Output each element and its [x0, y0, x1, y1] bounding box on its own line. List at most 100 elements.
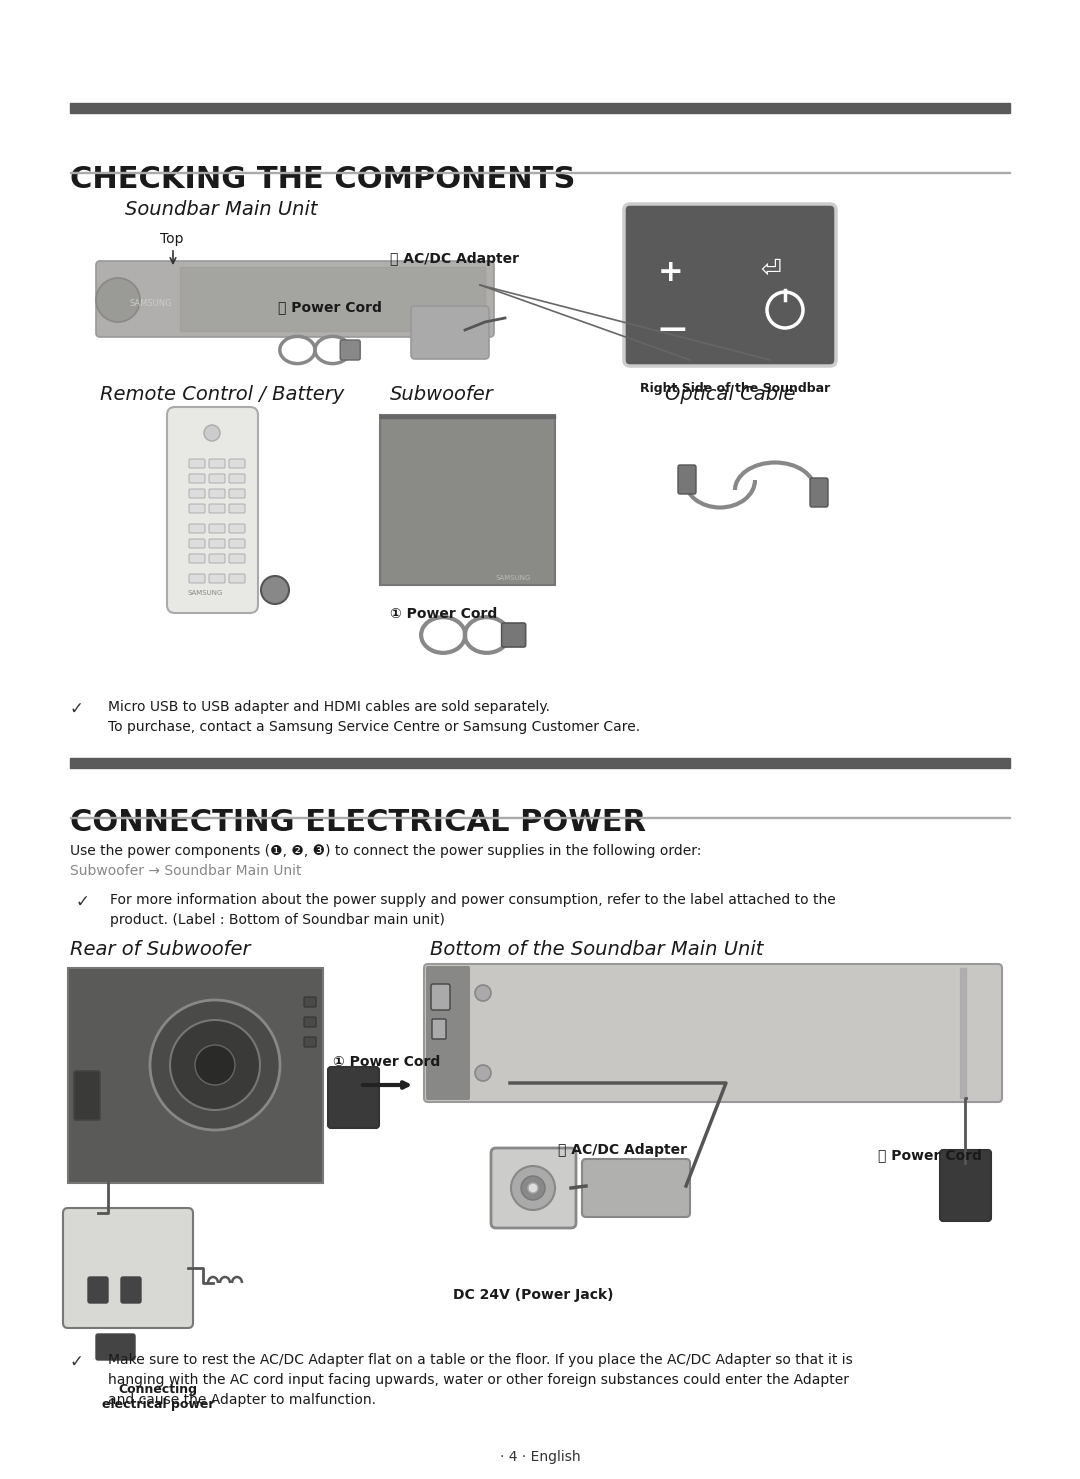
FancyBboxPatch shape	[229, 538, 245, 549]
FancyBboxPatch shape	[229, 574, 245, 583]
FancyBboxPatch shape	[491, 1148, 576, 1228]
Bar	[180, 268, 485, 331]
FancyBboxPatch shape	[229, 555, 245, 563]
Text: ⑱ AC/DC Adapter: ⑱ AC/DC Adapter	[390, 251, 519, 266]
Circle shape	[150, 1000, 280, 1130]
FancyBboxPatch shape	[63, 1208, 193, 1328]
FancyBboxPatch shape	[210, 504, 225, 513]
Text: ⑱ AC/DC Adapter: ⑱ AC/DC Adapter	[558, 1143, 687, 1157]
FancyBboxPatch shape	[210, 555, 225, 563]
Text: Subwoofer: Subwoofer	[390, 385, 494, 404]
Circle shape	[96, 278, 140, 322]
FancyBboxPatch shape	[303, 1037, 316, 1047]
Bar	[68, 967, 323, 1183]
Bar	[70, 816, 1010, 818]
Text: To purchase, contact a Samsung Service Centre or Samsung Customer Care.: To purchase, contact a Samsung Service C…	[108, 720, 640, 734]
Text: ① Power Cord: ① Power Cord	[390, 606, 497, 621]
FancyBboxPatch shape	[189, 555, 205, 563]
Bar	[70, 104, 1010, 112]
FancyBboxPatch shape	[810, 478, 828, 507]
Circle shape	[475, 985, 491, 1001]
FancyBboxPatch shape	[431, 984, 450, 1010]
Text: ✓: ✓	[75, 893, 89, 911]
Text: Right Side of the Soundbar: Right Side of the Soundbar	[640, 382, 831, 395]
Text: +: +	[658, 257, 684, 287]
Bar	[380, 416, 555, 586]
Text: and cause the Adapter to malfunction.: and cause the Adapter to malfunction.	[108, 1393, 376, 1407]
FancyBboxPatch shape	[229, 504, 245, 513]
FancyBboxPatch shape	[678, 464, 696, 494]
FancyBboxPatch shape	[328, 1066, 379, 1128]
FancyBboxPatch shape	[432, 1019, 446, 1040]
Text: Rear of Subwoofer: Rear of Subwoofer	[70, 941, 251, 958]
FancyBboxPatch shape	[210, 574, 225, 583]
Text: Micro USB to USB adapter and HDMI cables are sold separately.: Micro USB to USB adapter and HDMI cables…	[108, 700, 550, 714]
Circle shape	[195, 1046, 235, 1086]
FancyBboxPatch shape	[501, 623, 526, 646]
FancyBboxPatch shape	[426, 966, 470, 1100]
FancyBboxPatch shape	[210, 490, 225, 498]
FancyBboxPatch shape	[582, 1160, 690, 1217]
Text: —: —	[658, 315, 686, 343]
Circle shape	[170, 1021, 260, 1111]
Text: ✓: ✓	[70, 1353, 84, 1371]
FancyBboxPatch shape	[303, 997, 316, 1007]
FancyBboxPatch shape	[303, 1018, 316, 1026]
Text: SAMSUNG: SAMSUNG	[130, 300, 173, 309]
Text: Subwoofer → Soundbar Main Unit: Subwoofer → Soundbar Main Unit	[70, 864, 301, 879]
FancyBboxPatch shape	[189, 538, 205, 549]
Text: Connecting
electrical power: Connecting electrical power	[102, 1383, 214, 1411]
FancyBboxPatch shape	[229, 458, 245, 467]
Circle shape	[261, 575, 289, 603]
FancyBboxPatch shape	[210, 524, 225, 532]
Text: · 4 · English: · 4 · English	[500, 1449, 580, 1464]
FancyBboxPatch shape	[121, 1276, 141, 1303]
FancyBboxPatch shape	[96, 1334, 135, 1361]
Text: Top: Top	[160, 232, 184, 246]
Text: Soundbar Main Unit: Soundbar Main Unit	[125, 200, 318, 219]
FancyBboxPatch shape	[424, 964, 1002, 1102]
Bar	[70, 759, 1010, 768]
FancyBboxPatch shape	[940, 1151, 991, 1222]
FancyBboxPatch shape	[75, 1071, 100, 1120]
FancyBboxPatch shape	[210, 538, 225, 549]
FancyBboxPatch shape	[411, 306, 489, 359]
Circle shape	[511, 1165, 555, 1210]
FancyBboxPatch shape	[189, 473, 205, 484]
FancyBboxPatch shape	[340, 340, 361, 359]
Text: SAMSUNG: SAMSUNG	[495, 575, 530, 581]
FancyBboxPatch shape	[189, 574, 205, 583]
Text: Optical Cable: Optical Cable	[665, 385, 796, 404]
Text: ✓: ✓	[70, 700, 84, 717]
FancyBboxPatch shape	[189, 458, 205, 467]
Text: Bottom of the Soundbar Main Unit: Bottom of the Soundbar Main Unit	[430, 941, 764, 958]
Circle shape	[204, 424, 220, 441]
FancyBboxPatch shape	[229, 473, 245, 484]
FancyBboxPatch shape	[624, 204, 836, 365]
Text: SAMSUNG: SAMSUNG	[187, 590, 222, 596]
FancyBboxPatch shape	[210, 458, 225, 467]
FancyBboxPatch shape	[189, 504, 205, 513]
Text: Remote Control / Battery: Remote Control / Battery	[100, 385, 345, 404]
Text: product. (Label : Bottom of Soundbar main unit): product. (Label : Bottom of Soundbar mai…	[110, 913, 445, 927]
FancyBboxPatch shape	[87, 1276, 108, 1303]
Bar	[70, 172, 1010, 173]
Text: CHECKING THE COMPONENTS: CHECKING THE COMPONENTS	[70, 166, 576, 194]
FancyBboxPatch shape	[229, 524, 245, 532]
Text: ⑲ Power Cord: ⑲ Power Cord	[878, 1148, 982, 1162]
Text: CONNECTING ELECTRICAL POWER: CONNECTING ELECTRICAL POWER	[70, 808, 646, 837]
FancyBboxPatch shape	[189, 490, 205, 498]
Text: ⏎: ⏎	[760, 257, 781, 282]
Text: hanging with the AC cord input facing upwards, water or other foreign substances: hanging with the AC cord input facing up…	[108, 1373, 849, 1387]
Circle shape	[475, 1065, 491, 1081]
FancyBboxPatch shape	[210, 473, 225, 484]
Circle shape	[521, 1176, 545, 1199]
FancyBboxPatch shape	[96, 260, 494, 337]
Text: Make sure to rest the AC/DC Adapter flat on a table or the floor. If you place t: Make sure to rest the AC/DC Adapter flat…	[108, 1353, 853, 1367]
Text: Use the power components (❶, ❷, ❸) to connect the power supplies in the followin: Use the power components (❶, ❷, ❸) to co…	[70, 845, 701, 858]
FancyBboxPatch shape	[167, 407, 258, 612]
Text: ⑲ Power Cord: ⑲ Power Cord	[278, 300, 382, 314]
FancyBboxPatch shape	[189, 524, 205, 532]
Text: For more information about the power supply and power consumption, refer to the : For more information about the power sup…	[110, 893, 836, 907]
Text: DC 24V (Power Jack): DC 24V (Power Jack)	[453, 1288, 613, 1302]
